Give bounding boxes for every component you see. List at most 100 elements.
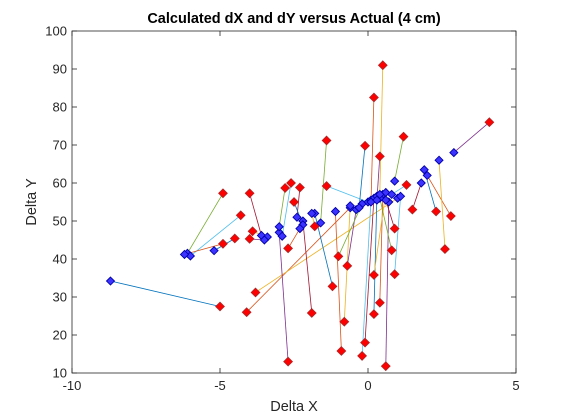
actual-point bbox=[360, 140, 370, 151]
calculated-point bbox=[449, 147, 459, 158]
connector-line bbox=[335, 211, 342, 352]
y-tick-label: 100 bbox=[45, 24, 67, 39]
actual-point bbox=[368, 309, 379, 320]
calculated-point bbox=[295, 223, 305, 234]
actual-point bbox=[440, 244, 450, 255]
actual-point bbox=[283, 243, 294, 254]
connector-line bbox=[426, 175, 452, 217]
actual-point bbox=[360, 337, 370, 348]
connector-line bbox=[302, 220, 313, 314]
y-tick-label: 70 bbox=[53, 138, 67, 153]
actual-point bbox=[333, 251, 344, 262]
actual-point bbox=[294, 182, 305, 193]
connector-line bbox=[326, 185, 369, 203]
actual-point bbox=[374, 297, 385, 308]
calculated-point bbox=[274, 222, 284, 232]
calculated-point bbox=[390, 176, 400, 186]
actual-point bbox=[377, 60, 388, 71]
actual-point bbox=[374, 151, 385, 162]
y-axis-title: Delta Y bbox=[24, 178, 40, 226]
actual-point bbox=[235, 210, 246, 221]
y-tick-label: 50 bbox=[53, 214, 67, 229]
y-tick-label: 60 bbox=[53, 176, 67, 191]
actual-point bbox=[215, 301, 225, 312]
calculated-point bbox=[422, 170, 432, 181]
connector-line bbox=[373, 196, 378, 315]
actual-point bbox=[327, 281, 338, 292]
actual-point bbox=[321, 135, 332, 146]
calculated-point bbox=[179, 249, 190, 260]
connector-line bbox=[373, 192, 387, 276]
connector-line bbox=[246, 207, 351, 313]
connector-line bbox=[438, 160, 446, 250]
actual-point bbox=[218, 188, 228, 199]
calculated-point bbox=[354, 203, 364, 213]
actual-point bbox=[398, 131, 409, 142]
connector-line bbox=[370, 97, 375, 203]
calculated-point bbox=[419, 165, 429, 175]
calculated-point bbox=[259, 235, 270, 245]
x-tick-label: 0 bbox=[364, 378, 371, 393]
actual-point bbox=[484, 117, 495, 128]
actual-point bbox=[218, 238, 228, 249]
calculated-point bbox=[277, 231, 287, 241]
connector-line bbox=[338, 203, 363, 257]
actual-point bbox=[401, 179, 412, 190]
axes bbox=[71, 30, 517, 374]
actual-point bbox=[336, 346, 347, 356]
actual-point bbox=[357, 350, 368, 361]
connector-line bbox=[394, 136, 404, 182]
actual-point bbox=[289, 197, 299, 207]
connector-line bbox=[453, 121, 490, 153]
actual-point bbox=[431, 206, 442, 217]
connector-line bbox=[278, 232, 289, 362]
connector-line bbox=[364, 198, 375, 343]
calculated-point bbox=[381, 195, 391, 205]
calculated-point bbox=[345, 201, 355, 211]
x-tick-label: -10 bbox=[63, 378, 82, 393]
calculated-point bbox=[209, 246, 219, 256]
actual-point bbox=[229, 233, 240, 244]
connector-line bbox=[287, 228, 301, 249]
y-tick-label: 30 bbox=[53, 290, 67, 305]
y-tick-label: 10 bbox=[53, 366, 67, 381]
calculated-point bbox=[434, 155, 444, 165]
actual-point bbox=[389, 269, 400, 280]
calculated-point bbox=[416, 178, 426, 188]
connector-line bbox=[249, 193, 262, 236]
calculated-point bbox=[387, 189, 397, 200]
connector-line bbox=[187, 193, 224, 254]
actual-point bbox=[386, 245, 397, 256]
actual-point bbox=[389, 223, 400, 234]
actual-point bbox=[241, 307, 252, 318]
connector-line bbox=[394, 196, 401, 275]
connector-line bbox=[190, 214, 241, 257]
actual-point bbox=[368, 92, 379, 103]
connector-line bbox=[361, 200, 372, 356]
actual-point bbox=[244, 188, 255, 199]
calculated-point bbox=[316, 218, 326, 228]
connector-line bbox=[379, 194, 384, 303]
axes-box bbox=[71, 30, 517, 374]
actual-point bbox=[244, 233, 255, 244]
actual-point bbox=[445, 211, 456, 221]
actual-point bbox=[368, 270, 379, 280]
actual-point bbox=[286, 178, 296, 188]
actual-point bbox=[342, 260, 353, 271]
x-tick-label: 5 bbox=[512, 378, 519, 393]
connector-line bbox=[255, 197, 398, 293]
calculated-point bbox=[395, 191, 406, 201]
connector-line bbox=[320, 140, 327, 223]
y-tick-label: 40 bbox=[53, 252, 67, 267]
actual-point bbox=[250, 287, 261, 298]
calculated-point bbox=[330, 206, 341, 217]
actual-point bbox=[283, 356, 294, 367]
actual-point bbox=[407, 204, 418, 215]
calculated-point bbox=[292, 212, 302, 222]
y-tick-label: 90 bbox=[53, 62, 67, 77]
calculated-point bbox=[307, 208, 317, 219]
connector-line bbox=[278, 187, 286, 227]
connector-line bbox=[346, 209, 357, 266]
connector-line bbox=[110, 280, 221, 307]
